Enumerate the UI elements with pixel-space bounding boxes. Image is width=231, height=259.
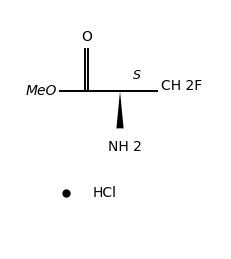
Text: HCl: HCl [93,186,117,200]
Text: MeO: MeO [25,84,57,98]
Text: S: S [133,69,141,82]
Text: CH 2F: CH 2F [161,78,202,92]
Text: O: O [81,30,92,44]
Text: NH 2: NH 2 [108,140,141,154]
Polygon shape [116,91,124,128]
